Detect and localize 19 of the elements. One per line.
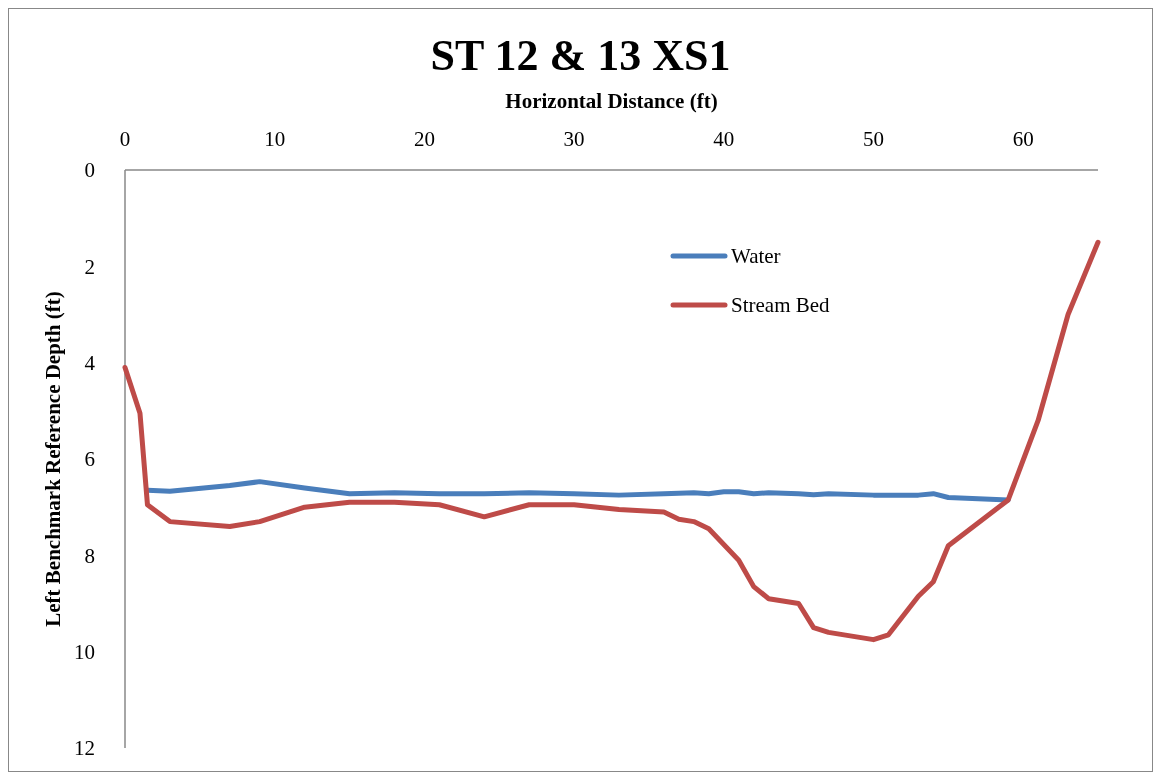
y-tick-label: 8: [84, 543, 95, 568]
y-tick-label: 2: [84, 254, 95, 279]
chart-title: ST 12 & 13 XS1: [430, 31, 731, 80]
y-tick-label: 10: [74, 640, 95, 665]
x-tick-label: 30: [563, 127, 585, 151]
x-tick-label: 20: [413, 127, 435, 151]
legend-label: Water: [731, 244, 781, 269]
x-tick-label: 0: [119, 127, 131, 151]
x-axis-title: Horizontal Distance (ft): [505, 89, 718, 113]
legend-label: Stream Bed: [731, 293, 831, 318]
y-tick-label: 4: [84, 351, 96, 376]
x-tick-label: 40: [713, 127, 735, 151]
x-tick-label: 50: [862, 127, 884, 151]
x-tick-label: 10: [264, 127, 286, 151]
y-axis-title: Left Benchmark Reference Depth (ft): [41, 291, 65, 627]
y-tick-label: 0: [84, 158, 95, 183]
y-tick-label: 6: [84, 447, 95, 472]
x-tick-label: 60: [1012, 127, 1034, 151]
y-tick-label: 12: [74, 736, 95, 761]
